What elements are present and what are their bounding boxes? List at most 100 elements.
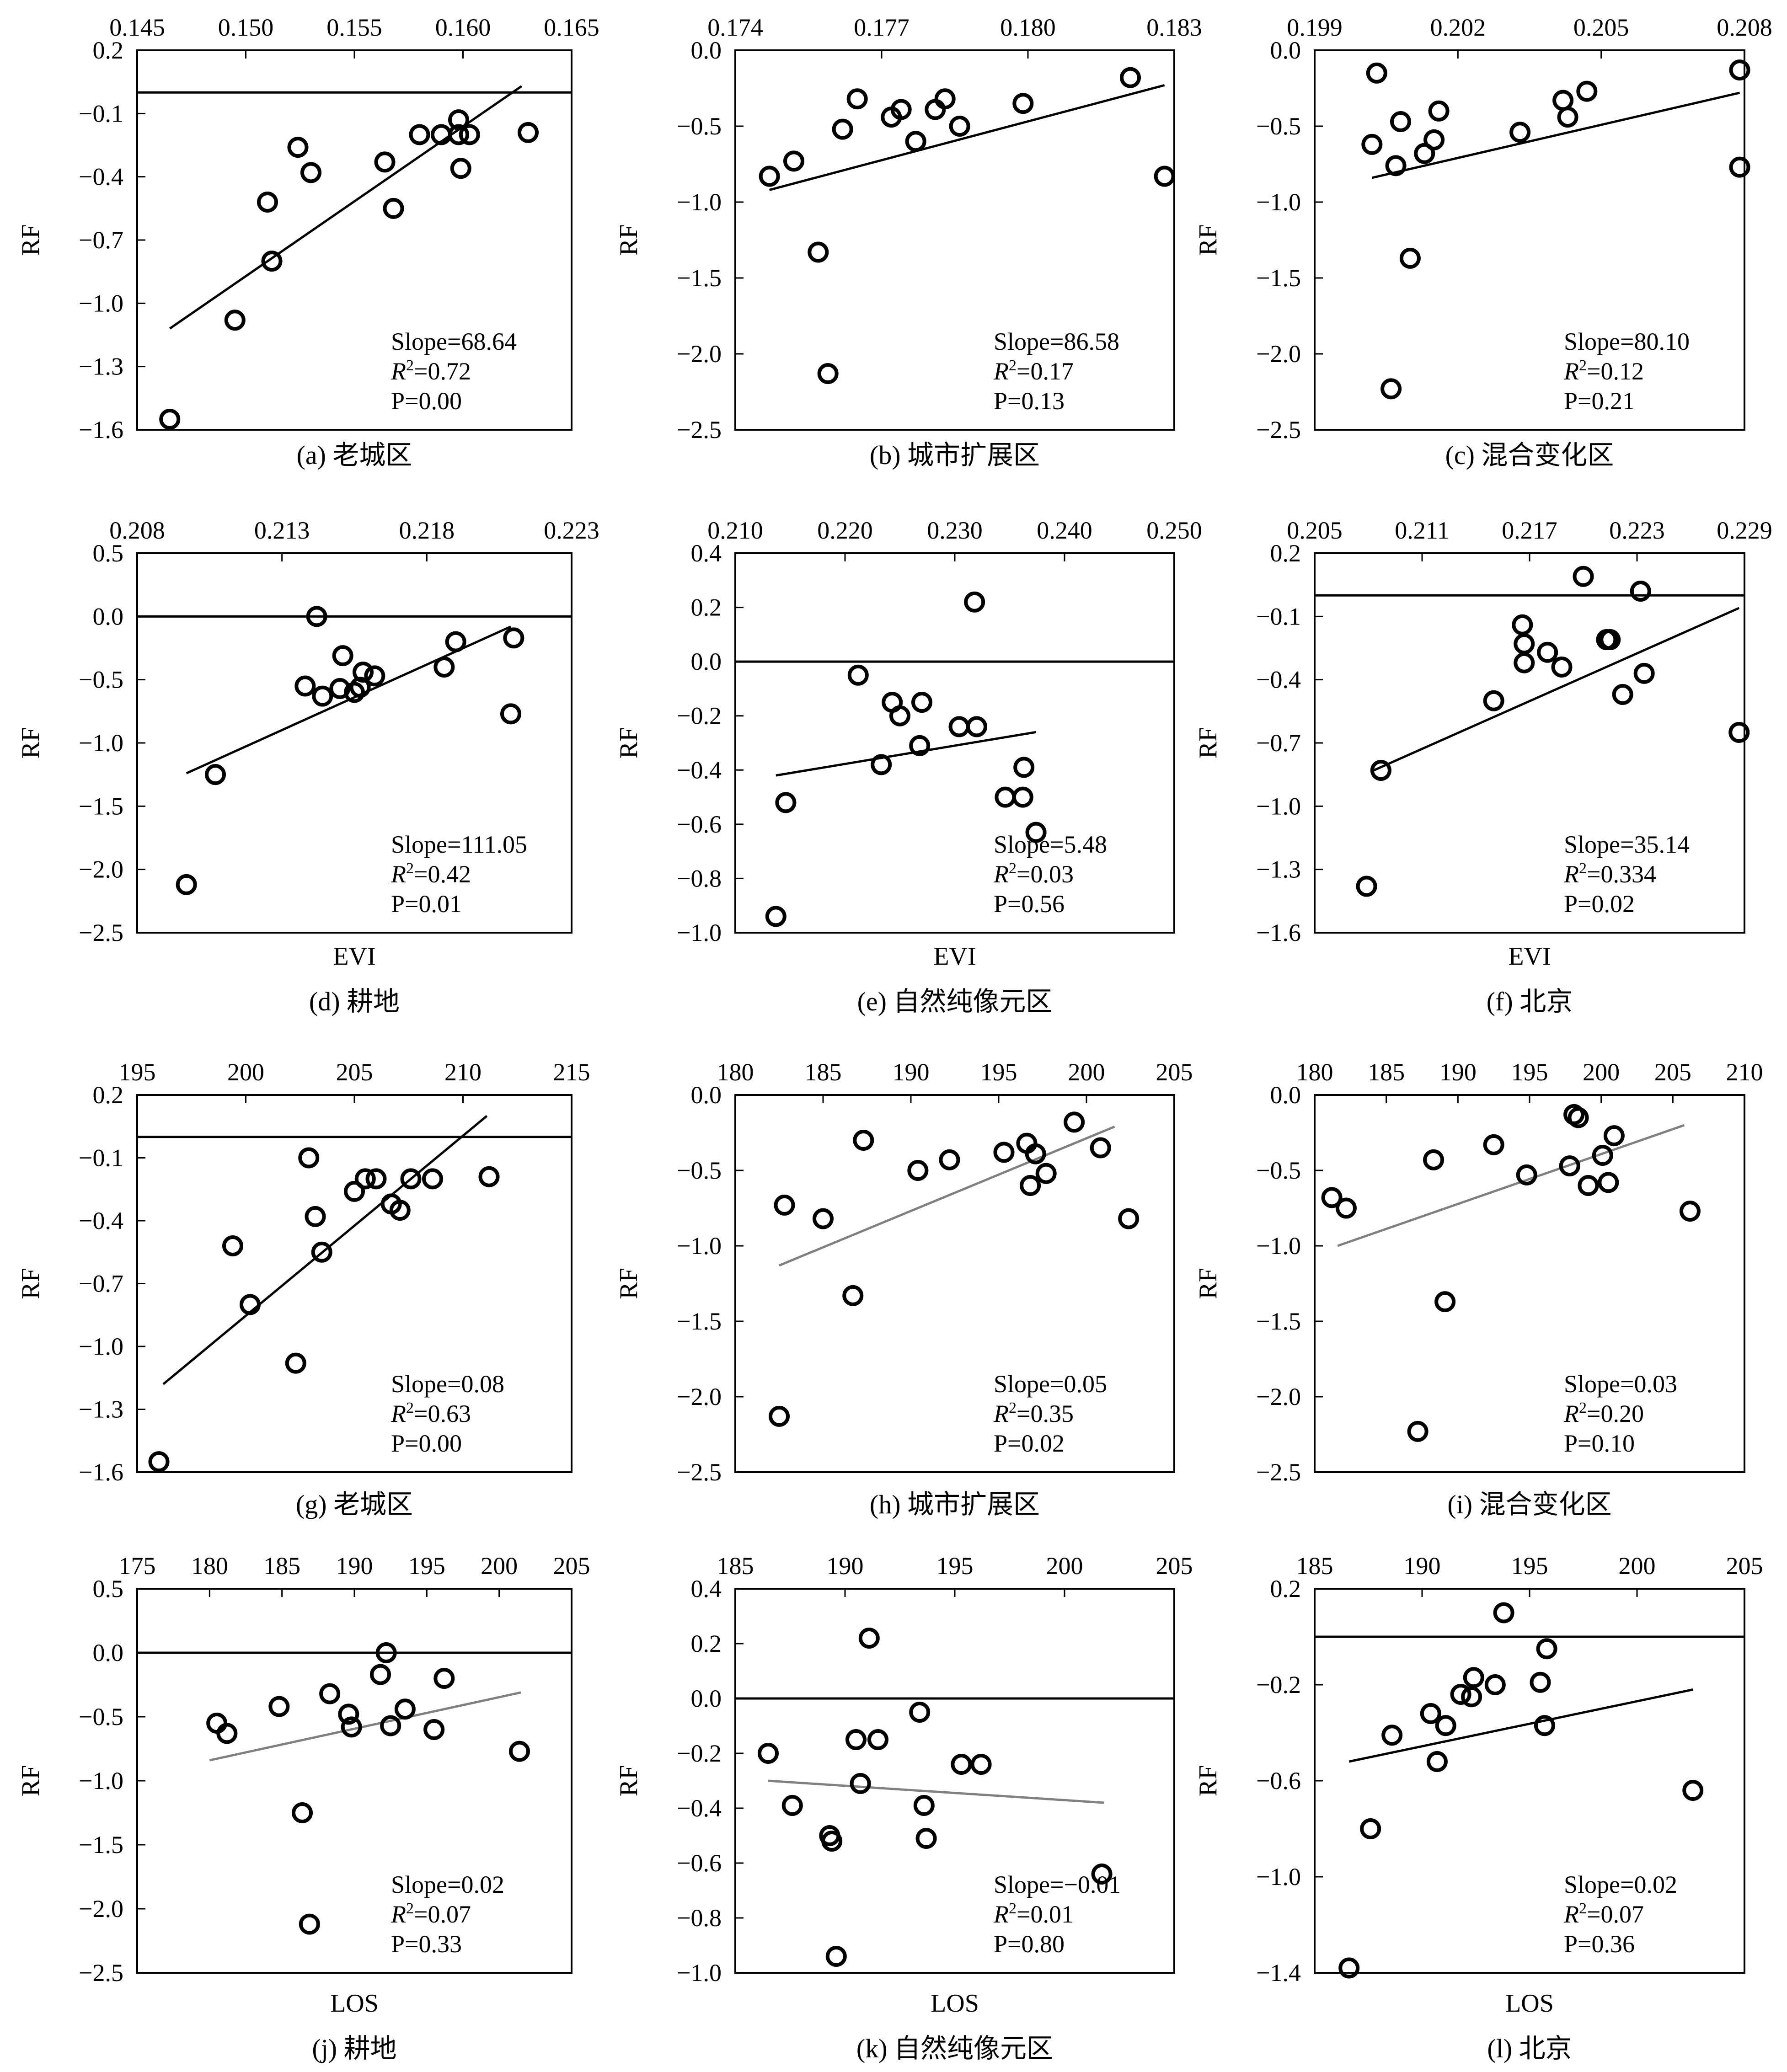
x-tick-label: 0.208 [1717,14,1772,41]
data-point [354,1168,376,1190]
x-axis-title: EVI [1508,942,1551,971]
data-point [907,1160,929,1181]
x-tick-label: 0.240 [1037,517,1092,544]
y-axis-title: RF [1194,727,1222,759]
r2-label: R2=0.42 [391,860,471,888]
x-tick-label: 0.211 [1395,517,1450,544]
panel-caption: (f) 北京 [1487,987,1573,1016]
r2-superscript: 2 [1579,860,1587,877]
y-tick-label: −0.5 [79,1703,123,1730]
y-tick-label: −1.5 [1256,264,1301,292]
data-point [871,754,892,775]
x-tick-label: 185 [1296,1552,1333,1580]
y-tick-label: −0.6 [677,811,722,838]
x-tick-label: 0.177 [854,14,910,41]
p-value-label: P=0.56 [994,890,1065,918]
x-tick-label: 0.223 [544,517,599,544]
y-tick-label: 0.2 [1270,1575,1301,1602]
y-tick-label: −2.0 [79,1895,123,1922]
data-point [781,1795,803,1816]
x-tick-label: 0.174 [707,14,763,41]
panel-f: 0.205 0.211 0.217 0.223 0.229 0.2 −0.1 −0.4 −0.7… [1194,517,1772,1016]
x-tick-label: 0.205 [1573,14,1629,41]
p-value-label: P=0.01 [391,890,462,918]
y-tick-label: −0.4 [79,1207,123,1234]
data-point [445,631,466,652]
data-point [422,1168,443,1190]
y-tick-label: 0.2 [1270,539,1301,567]
x-tick-label: 190 [1439,1058,1477,1086]
y-tick-label: −1.0 [79,1333,123,1360]
data-point [364,665,385,687]
x-tick-label: 185 [717,1552,754,1580]
slope-label: Slope=0.08 [391,1370,504,1398]
p-value-label: P=0.33 [391,1930,462,1958]
data-point [825,1946,847,1967]
y-tick-label: 0.2 [93,1081,124,1109]
x-tick-label: 180 [191,1552,228,1580]
y-tick-label: 0.0 [93,603,124,630]
y-tick-label: −1.0 [1256,1232,1301,1260]
p-value-label: P=0.00 [391,1430,462,1457]
y-tick-label: −2.0 [1256,1383,1301,1410]
plot-frame [136,1588,572,1974]
r2-superscript: 2 [1579,1900,1587,1917]
data-point [394,1698,416,1720]
y-tick-label: −0.5 [1256,112,1301,140]
x-tick-label: 210 [1726,1058,1763,1086]
r2-value: =0.334 [1587,860,1656,888]
r2-label: R2=0.63 [391,1399,471,1427]
data-point [758,1743,779,1764]
r2-superscript: 2 [1009,1900,1017,1917]
regression-line [1348,1688,1693,1763]
x-tick-label: 195 [408,1552,445,1580]
y-tick-label: 0.0 [691,1685,722,1712]
p-value-label: P=0.21 [1564,387,1635,415]
slope-label: Slope=86.58 [994,328,1119,355]
data-point [292,1802,313,1823]
data-point [1568,1107,1589,1128]
y-tick-label: −0.4 [677,1794,722,1822]
data-point [905,131,926,152]
x-tick-label: 0.217 [1502,517,1557,544]
data-point [206,1713,228,1734]
data-point [1559,1155,1580,1177]
data-point [1483,1134,1504,1155]
y-tick-label: −1.6 [1256,919,1301,946]
regression-line [1371,91,1740,179]
x-tick-label: 0.180 [1000,14,1056,41]
panel-a: 0.145 0.150 0.155 0.160 0.165 0.2 −0.1 −0.4 −0.7… [16,14,599,470]
y-tick-label: −2.5 [677,416,722,443]
r2-value: =0.72 [414,358,471,385]
data-point [383,198,404,219]
data-point [299,1913,320,1935]
y-tick-label: 0.2 [691,1630,722,1657]
data-point [1578,1175,1599,1196]
y-tick-label: −1.6 [79,416,123,443]
plot-frame [1314,1588,1745,1974]
panel-caption: (h) 城市扩展区 [870,1490,1040,1519]
data-point [993,1142,1015,1163]
data-point [1483,690,1504,711]
data-point [380,1715,401,1736]
data-point [1335,1197,1357,1219]
x-tick-label: 205 [1156,1058,1193,1086]
x-tick-label: 0.183 [1146,14,1202,41]
y-axis-title: RF [615,1765,643,1797]
y-tick-label: 0.0 [691,648,722,675]
data-point [1385,155,1407,176]
y-tick-label: −1.5 [79,1831,123,1858]
x-tick-label: 195 [1511,1058,1548,1086]
data-point [867,1729,888,1750]
r2-label: R2=0.17 [993,357,1074,385]
y-tick-label: −1.4 [1256,1959,1301,1987]
data-point [1025,1143,1046,1164]
x-tick-label: 185 [805,1058,842,1086]
data-point [842,1285,864,1306]
x-tick-label: 205 [1156,1552,1193,1580]
r2-superscript: 2 [406,1900,414,1917]
data-point [1509,122,1531,143]
r2-superscript: 2 [1579,357,1587,374]
y-tick-label: −0.7 [79,1270,123,1298]
data-point [759,166,780,187]
